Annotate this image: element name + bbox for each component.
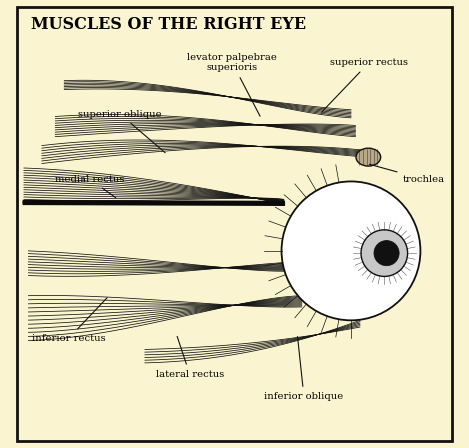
Text: MUSCLES OF THE RIGHT EYE: MUSCLES OF THE RIGHT EYE — [30, 16, 306, 33]
Text: lateral rectus: lateral rectus — [156, 336, 224, 379]
Text: levator palpebrae
superioris: levator palpebrae superioris — [187, 53, 277, 116]
Text: trochlea: trochlea — [370, 164, 445, 184]
Circle shape — [281, 181, 420, 320]
Ellipse shape — [356, 148, 381, 166]
Text: superior oblique: superior oblique — [78, 110, 165, 153]
Text: inferior rectus: inferior rectus — [32, 298, 107, 343]
Text: superior rectus: superior rectus — [322, 58, 408, 112]
Text: medial rectus: medial rectus — [55, 175, 125, 198]
Circle shape — [361, 230, 408, 276]
Text: inferior oblique: inferior oblique — [265, 336, 344, 401]
FancyBboxPatch shape — [17, 7, 452, 441]
Circle shape — [374, 241, 399, 266]
